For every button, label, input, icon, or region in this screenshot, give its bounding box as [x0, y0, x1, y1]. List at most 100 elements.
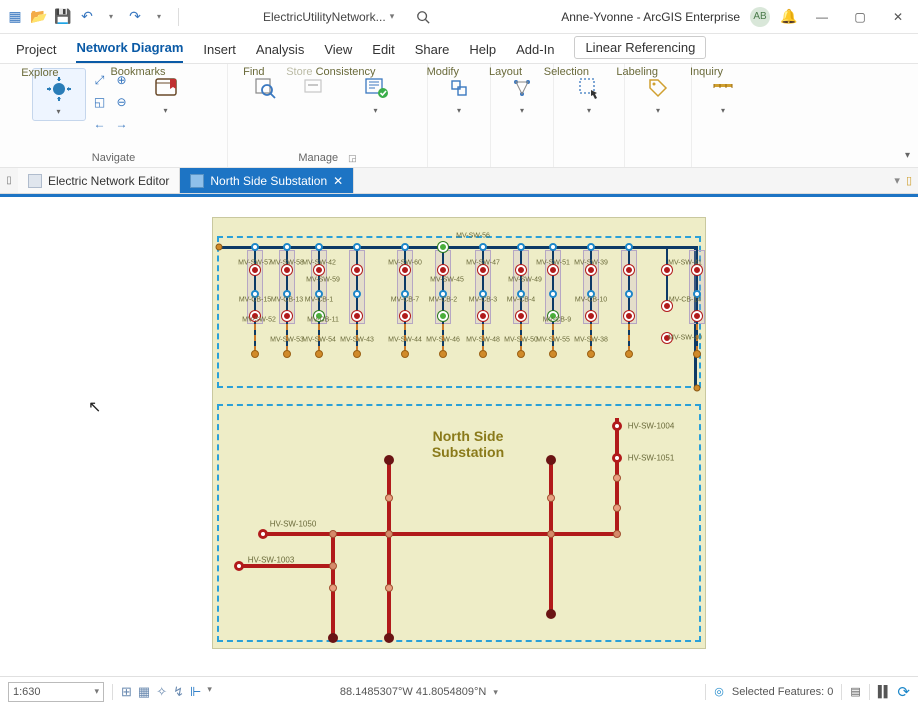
maximize-button[interactable]: ▢ [846, 3, 874, 31]
diagram-icon [190, 174, 204, 188]
explore-button[interactable]: Explore ▾ [32, 68, 86, 121]
selection-chip-icon[interactable]: ◎ [714, 685, 724, 698]
bookmarks-button[interactable]: Bookmarks ▾ [136, 68, 196, 119]
selection-button[interactable]: Selection▾ [558, 68, 620, 119]
labeling-icon [642, 72, 674, 104]
doctab-electric-network-editor[interactable]: Electric Network Editor [18, 168, 180, 193]
coordinates-readout[interactable]: 88.1485307°W 41.8054809°N ▾ [340, 686, 498, 698]
tab-linear-referencing[interactable]: Linear Referencing [574, 36, 706, 59]
store-icon [297, 72, 329, 104]
navigate-small-buttons: ⤢ ⊕ ◱ ⊖ ← → [88, 68, 134, 136]
refresh-icon[interactable]: ⟳ [897, 683, 910, 701]
grid-icon[interactable]: ▦ [138, 684, 150, 700]
new-project-icon[interactable]: ▦ [6, 8, 24, 26]
minimize-button[interactable]: — [808, 3, 836, 31]
inference-icon[interactable]: ⊩ [190, 684, 201, 700]
group-label-manage: Manage [298, 152, 338, 164]
group-label-navigate: Navigate [92, 149, 135, 167]
pause-drawing-icon[interactable]: ▌▌ [878, 686, 890, 698]
explore-icon [43, 73, 75, 105]
dialog-launcher-icon[interactable]: ◲ [348, 153, 357, 164]
tab-network-diagram[interactable]: Network Diagram [76, 40, 183, 63]
chevron-down-icon: ▾ [390, 11, 395, 22]
fixed-zoom-out-icon[interactable]: ⊖ [112, 92, 132, 112]
chevron-down-icon: ▾ [373, 106, 377, 115]
chevron-down-icon[interactable]: ▾ [207, 684, 212, 700]
modify-icon [443, 72, 475, 104]
doctab-north-side-substation[interactable]: North Side Substation ✕ [180, 168, 354, 193]
consistency-icon [360, 72, 392, 104]
tab-edit[interactable]: Edit [372, 42, 394, 63]
cursor-icon: ↖ [88, 397, 101, 417]
catalog-pane-handle[interactable]: ▯ [906, 174, 912, 187]
tab-analysis[interactable]: Analysis [256, 42, 304, 63]
find-button[interactable]: Find [242, 68, 288, 108]
open-project-icon[interactable]: 📂 [30, 8, 48, 26]
chevron-down-icon: ▾ [457, 106, 461, 115]
chevron-down-icon: ▾ [493, 687, 498, 697]
labeling-button[interactable]: Labeling▾ [629, 68, 687, 119]
bookmarks-icon [150, 72, 182, 104]
chevron-down-icon: ▾ [94, 686, 99, 697]
consistency-button[interactable]: Consistency ▾ [338, 68, 414, 119]
tab-project[interactable]: Project [16, 42, 56, 63]
find-icon [249, 72, 281, 104]
snapping-icon[interactable]: ⊞ [121, 684, 132, 700]
map-canvas[interactable]: ↖ MV-SW-56MV-SW-57MV-CB-15MV-SW-52MV-SW-… [0, 194, 918, 674]
document-title-text: ElectricUtilityNetwork... [263, 10, 386, 24]
search-icon[interactable] [414, 8, 432, 26]
ribbon-collapse-icon[interactable]: ▾ [905, 150, 910, 161]
map-icon [28, 174, 42, 188]
snapping-toolbar: ⊞ ▦ ✧ ↯ ⊩ ▾ [121, 684, 212, 700]
layout-icon [506, 72, 538, 104]
quick-access-toolbar: ▦ 📂 💾 ↶ ▾ ↷ ▾ [6, 8, 183, 26]
chevron-down-icon: ▾ [163, 106, 167, 115]
close-window-button[interactable]: ✕ [884, 3, 912, 31]
selection-icon [573, 72, 605, 104]
tab-help[interactable]: Help [469, 42, 496, 63]
tab-insert[interactable]: Insert [203, 42, 236, 63]
chevron-down-icon: ▾ [721, 106, 725, 115]
ribbon-group-manage: Find Store Consistency ▾ Manage ◲ [228, 64, 428, 167]
doctab-label: Electric Network Editor [48, 174, 169, 188]
notifications-icon[interactable]: 🔔 [780, 8, 798, 26]
modify-button[interactable]: Modify▾ [432, 68, 486, 119]
contents-pane-handle[interactable]: ▯ [0, 168, 18, 193]
inquiry-button[interactable]: Inquiry▾ [696, 68, 750, 119]
zoom-to-selection-icon[interactable]: ◱ [90, 92, 110, 112]
close-tab-icon[interactable]: ✕ [333, 174, 343, 188]
map-scale-input[interactable]: 1:630 ▾ [8, 682, 104, 702]
store-button: Store [290, 68, 336, 108]
fixed-zoom-in-icon[interactable]: ⊕ [112, 70, 132, 90]
user-label: Anne-Yvonne - ArcGIS Enterprise [561, 10, 740, 24]
correction-icon[interactable]: ↯ [173, 684, 184, 700]
document-title[interactable]: ElectricUtilityNetwork... ▾ [263, 10, 394, 24]
ribbon-group-navigate: Explore ▾ ⤢ ⊕ ◱ ⊖ ← → Bookmarks ▾ Naviga… [0, 64, 228, 167]
undo-icon[interactable]: ↶ [78, 8, 96, 26]
qat-separator [178, 8, 179, 26]
selected-features-label: Selected Features: 0 [732, 686, 834, 698]
layout-button[interactable]: Layout▾ [495, 68, 549, 119]
coordinates-text: 88.1485307°W 41.8054809°N [340, 686, 486, 698]
save-icon[interactable]: 💾 [54, 8, 72, 26]
constraints-icon[interactable]: ✧ [156, 684, 167, 700]
undo-drop-icon[interactable]: ▾ [102, 8, 120, 26]
tab-share[interactable]: Share [415, 42, 450, 63]
avatar[interactable]: AB [750, 7, 770, 27]
view-menu-icon[interactable]: ▾ [894, 174, 900, 187]
tab-view[interactable]: View [324, 42, 352, 63]
title-bar-right: Anne-Yvonne - ArcGIS Enterprise AB 🔔 — ▢… [561, 3, 912, 31]
redo-drop-icon[interactable]: ▾ [150, 8, 168, 26]
redo-icon[interactable]: ↷ [126, 8, 144, 26]
document-tab-row: ▯ Electric Network Editor North Side Sub… [0, 168, 918, 194]
ribbon-group-inquiry: Inquiry▾ [692, 64, 754, 167]
tab-addin[interactable]: Add-In [516, 42, 554, 63]
selection-options-icon[interactable]: ▤ [850, 685, 860, 698]
ribbon: Explore ▾ ⤢ ⊕ ◱ ⊖ ← → Bookmarks ▾ Naviga… [0, 64, 918, 168]
title-bar: ▦ 📂 💾 ↶ ▾ ↷ ▾ ElectricUtilityNetwork... … [0, 0, 918, 34]
full-extent-icon[interactable]: ⤢ [90, 70, 110, 90]
inquiry-icon [707, 72, 739, 104]
next-extent-icon[interactable]: → [112, 114, 132, 134]
previous-extent-icon[interactable]: ← [90, 114, 110, 134]
ribbon-group-modify: Modify▾ [428, 64, 491, 167]
